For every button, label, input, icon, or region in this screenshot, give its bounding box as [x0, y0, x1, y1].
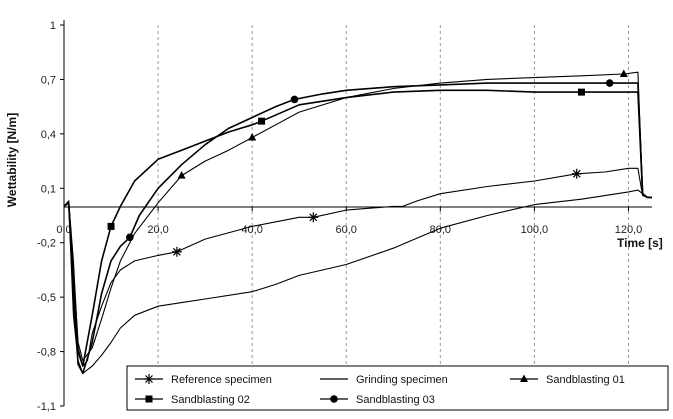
series-marker	[107, 222, 115, 230]
series-marker	[177, 171, 186, 179]
y-tick-label: -0,2	[37, 238, 56, 250]
x-tick-label: 0,0	[56, 224, 71, 236]
y-axis-label: Wettability [N/m]	[5, 113, 19, 207]
x-tick-label: 40,0	[241, 224, 262, 236]
x-tick-label: 20,0	[147, 224, 168, 236]
series-group	[63, 69, 652, 375]
legend-box	[126, 365, 669, 411]
series-line	[63, 89, 652, 367]
y-tick-label: 1	[50, 20, 56, 32]
series-marker	[171, 246, 182, 257]
grid-lines	[157, 25, 629, 406]
y-tick-label: -0,5	[37, 292, 56, 304]
series-grinding-specimen	[63, 189, 652, 374]
series-marker	[605, 79, 614, 87]
legend-label: Sandblasting 03	[356, 394, 435, 406]
legend-swatch-marker	[330, 395, 338, 403]
legend-entry: Grinding specimen	[320, 374, 448, 386]
legend-entry: Sandblasting 01	[510, 374, 625, 386]
legend-entry: Reference specimen	[135, 374, 272, 386]
series-marker	[577, 88, 585, 96]
series-marker	[248, 132, 257, 141]
x-axis-label: Time [s]	[617, 236, 663, 250]
legend-label: Sandblasting 01	[546, 374, 625, 386]
series-marker	[258, 117, 266, 125]
series-sandblasting-03	[63, 79, 652, 375]
y-tick-label: -0,8	[37, 347, 56, 359]
legend: Reference specimen Grinding specimen Sandb…	[126, 365, 669, 411]
series-marker	[290, 95, 299, 104]
legend-swatch-marker	[145, 395, 153, 403]
y-tick-label: -1,1	[37, 401, 56, 413]
x-tick-label: 120,0	[615, 224, 643, 236]
series-line	[63, 71, 652, 362]
legend-label: Reference specimen	[171, 374, 272, 386]
y-tick-label: 0,4	[41, 129, 56, 141]
series-marker	[619, 69, 628, 77]
series-marker	[571, 168, 582, 179]
series-line	[63, 82, 652, 375]
y-tick-labels: 1 0,7 0,4 0,1 -0,2 -0,5 -0,8 -1,1	[37, 20, 56, 413]
x-tick-labels: 0,0 20,0 40,0 60,0 80,0 100,0 120,0	[56, 224, 642, 236]
legend-label: Sandblasting 02	[171, 394, 250, 406]
legend-swatch-marker	[520, 374, 528, 382]
series-marker	[126, 233, 134, 242]
legend-entry: Sandblasting 02	[135, 394, 250, 406]
series-sandblasting-02	[63, 88, 652, 367]
series-marker	[308, 212, 319, 223]
y-tick-label: 0,1	[41, 183, 56, 195]
x-tick-label: 100,0	[521, 224, 549, 236]
legend-label: Grinding specimen	[356, 374, 448, 386]
y-tick-label: 0,7	[41, 74, 56, 86]
series-line	[63, 189, 652, 374]
series-sandblasting-01	[63, 69, 652, 362]
legend-entry: Sandblasting 03	[320, 394, 435, 406]
x-tick-label: 60,0	[336, 224, 357, 236]
axes	[60, 20, 652, 407]
legend-swatch-marker	[144, 374, 154, 384]
